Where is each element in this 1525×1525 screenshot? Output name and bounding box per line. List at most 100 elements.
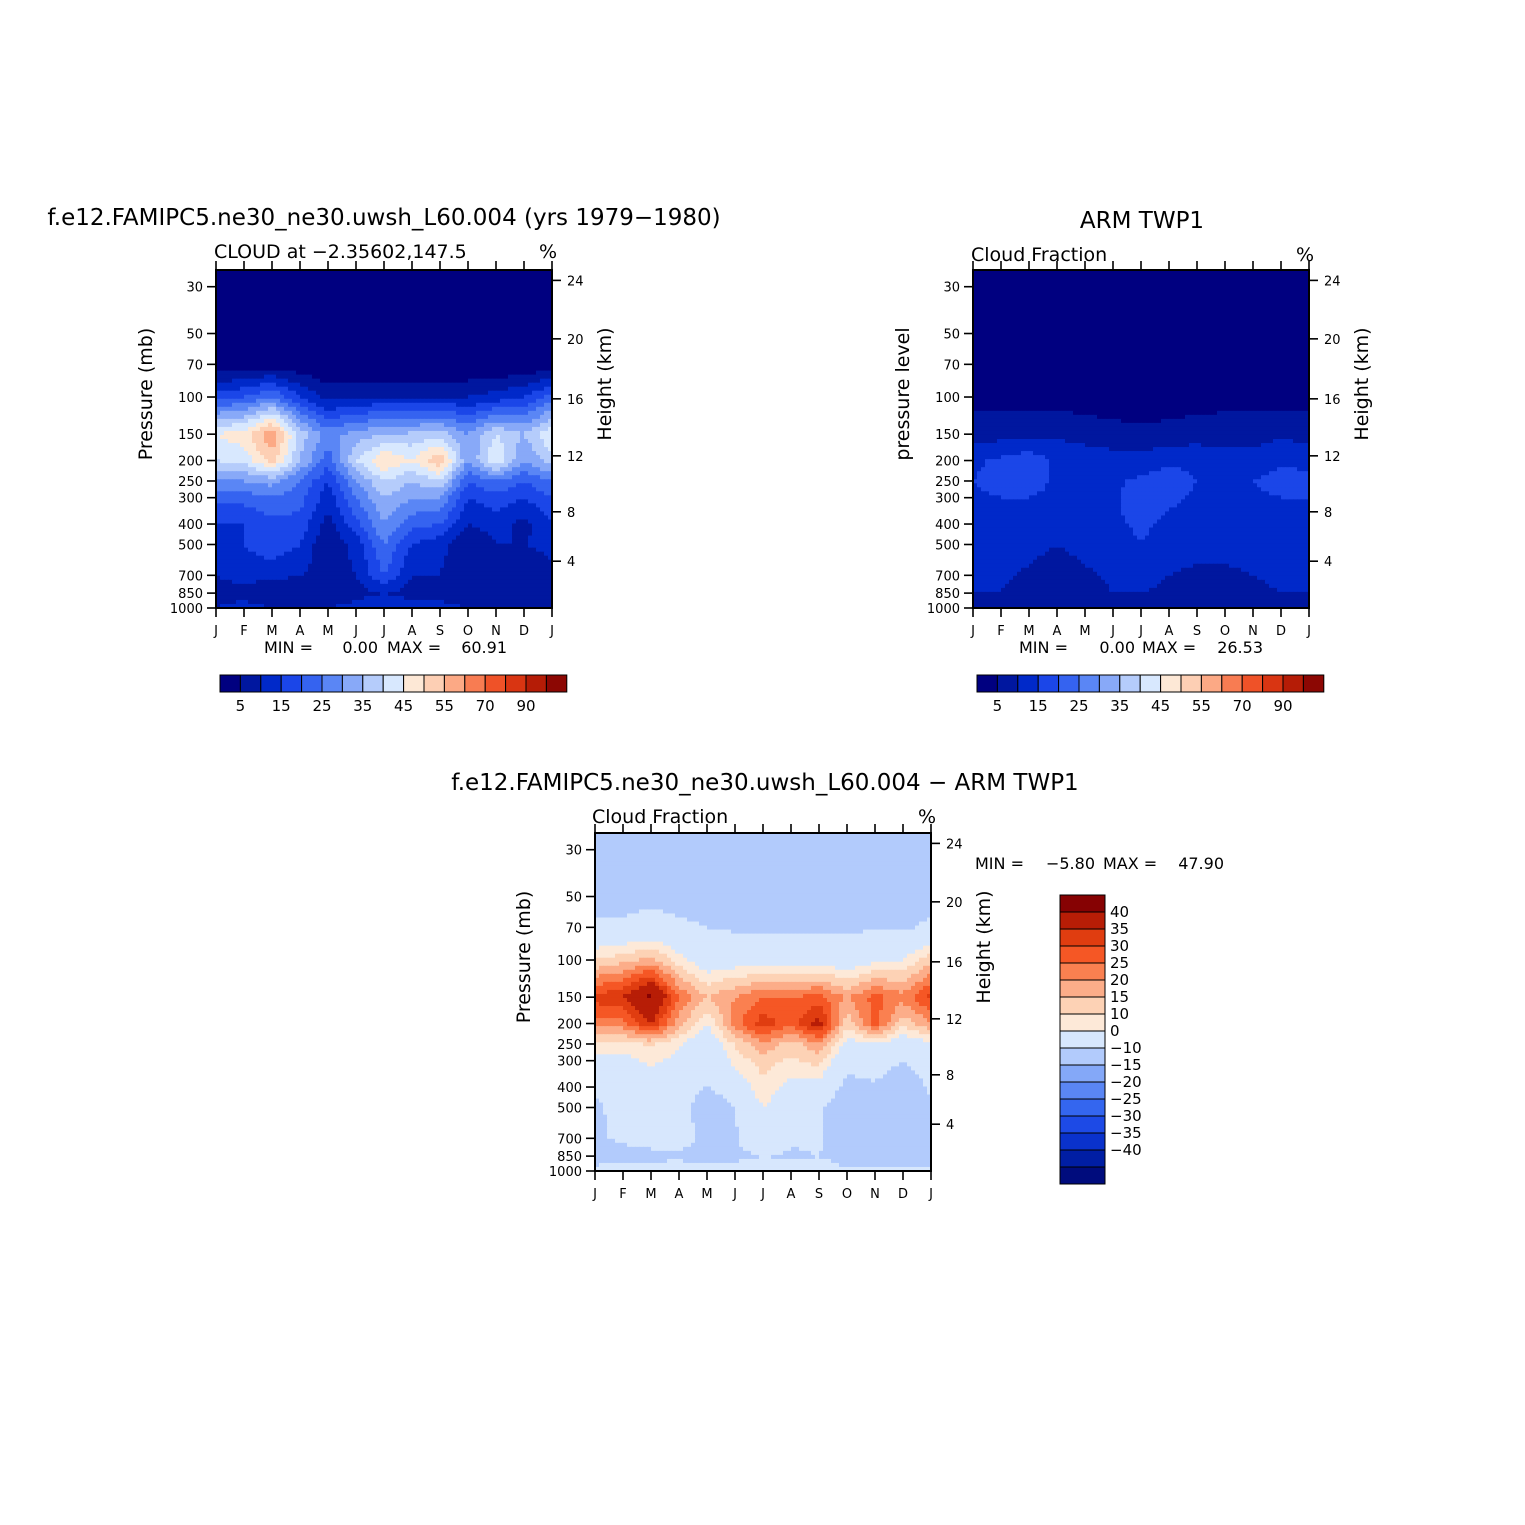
heatmap-cell [240,414,245,420]
heatmap-cell [352,398,357,404]
heatmap-cell [344,499,349,504]
heatmap-cell [548,475,553,480]
heatmap-cell [232,382,237,388]
heatmap-cell [424,378,429,384]
heatmap-cell [424,330,429,335]
heatmap-cell [472,443,477,448]
heatmap-cell [276,503,281,508]
heatmap-cell [428,314,433,319]
heatmap-cell [392,318,397,323]
heatmap-cell [436,334,441,339]
heatmap-cell [264,342,269,348]
heatmap-cell [336,314,341,319]
heatmap-cell [516,282,521,287]
heatmap-cell [236,334,241,339]
heatmap-cell [496,282,501,287]
heatmap-cell [328,418,333,424]
heatmap-cell [276,463,281,468]
heatmap-cell [360,447,365,452]
heatmap-cell [460,306,465,311]
heatmap-cell [308,382,313,388]
heatmap-cell [328,475,333,480]
heatmap-cell [276,286,281,291]
heatmap-cell [252,354,257,360]
heatmap-cell [344,418,349,424]
heatmap-cell [452,487,457,492]
heatmap-cell [444,487,449,492]
heatmap-cell [384,338,389,344]
heatmap-cell [300,366,305,372]
heatmap-cell [412,430,417,436]
heatmap-cell [300,386,305,392]
heatmap-cell [432,294,437,299]
heatmap-cell [436,459,441,464]
heatmap-cell [268,270,273,275]
heatmap-cell [512,358,517,364]
heatmap-cell [436,455,441,460]
heatmap-cell [220,418,225,424]
heatmap-cell [304,370,309,376]
heatmap-cell [312,362,317,368]
heatmap-cell [396,394,401,400]
heatmap-cell [312,467,317,472]
heatmap-cell [432,414,437,420]
heatmap-cell [276,439,281,444]
heatmap-cell [464,422,469,428]
heatmap-cell [296,439,301,444]
heatmap-cell [244,483,249,488]
heatmap-cell [364,394,369,400]
heatmap-cell [548,330,553,335]
heatmap-cell [436,330,441,335]
heatmap-cell [392,475,397,480]
heatmap-cell [280,459,285,464]
heatmap-cell [300,414,305,420]
heatmap-cell [512,334,517,339]
heatmap-cell [304,294,309,299]
heatmap-cell [384,467,389,472]
heatmap-cell [492,463,497,468]
heatmap-cell [248,491,253,496]
heatmap-cell [276,483,281,488]
heatmap-cell [344,463,349,468]
heatmap-cell [340,338,345,344]
heatmap-cell [548,390,553,396]
heatmap-cell [456,302,461,307]
heatmap-cell [352,439,357,444]
heatmap-cell [284,434,289,440]
heatmap-cell [536,282,541,287]
heatmap-cell [388,302,393,307]
heatmap-cell [492,362,497,368]
heatmap-cell [412,366,417,372]
heatmap-cell [500,447,505,452]
heatmap-cell [408,418,413,424]
heatmap-cell [248,338,253,344]
heatmap-cell [240,330,245,335]
heatmap-cell [436,447,441,452]
heatmap-cell [424,390,429,396]
heatmap-cell [400,350,405,356]
panel-1: f.e12.FAMIPC5.ne30_ne30.uwsh_L60.004 (yr… [47,205,720,715]
heatmap-cell [324,418,329,424]
heatmap-cell [548,326,553,331]
heatmap-cell [364,322,369,327]
heatmap-cell [404,362,409,368]
heatmap-cell [408,326,413,331]
heatmap-cell [328,306,333,311]
heatmap-cell [404,447,409,452]
heatmap-cell [508,334,513,339]
heatmap-cell [388,459,393,464]
heatmap-cell [508,362,513,368]
heatmap-cell [512,298,517,303]
heatmap-cell [392,499,397,504]
heatmap-cell [536,487,541,492]
heatmap-cell [228,418,233,424]
heatmap-cell [336,354,341,360]
heatmap-cell [412,479,417,484]
heatmap-cell [508,398,513,404]
heatmap-cell [428,410,433,416]
heatmap-cell [544,402,549,408]
heatmap-cell [312,278,317,283]
heatmap-cell [424,310,429,315]
heatmap-cell [404,491,409,496]
heatmap-cell [480,414,485,420]
